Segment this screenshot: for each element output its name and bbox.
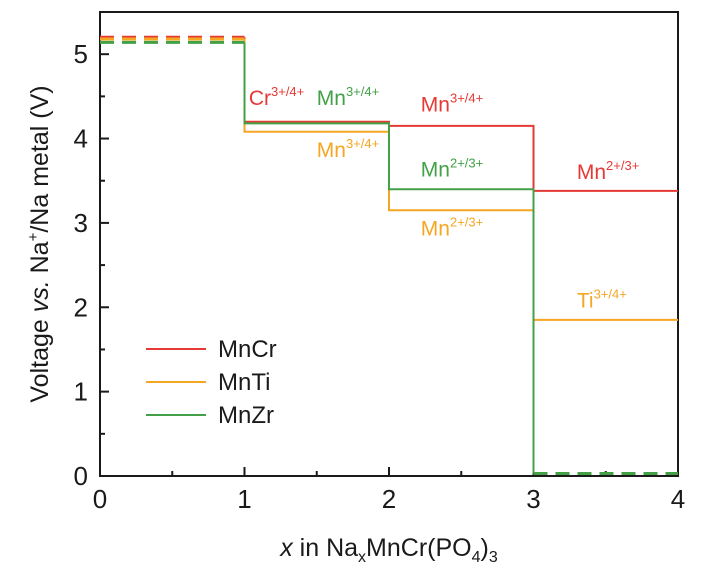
redox-annotation: Mn3+/4+ [317,84,379,110]
y-tick-label: 2 [74,292,88,322]
x-tick-label: 3 [526,484,540,514]
legend: MnCr MnTi MnZr [146,336,277,429]
x-axis-label: x in NaxMnCr(PO4)3 [279,534,498,566]
legend-label-mnzr: MnZr [218,402,274,429]
redox-annotation: Cr3+/4+ [249,84,304,110]
y-tick-label: 3 [74,208,88,238]
y-tick-label: 1 [74,377,88,407]
y-tick-label: 0 [74,461,88,491]
legend-label-mnti: MnTi [218,369,270,396]
y-tick-label: 4 [74,124,88,154]
redox-annotation: Mn2+/3+ [421,156,483,182]
series-line-mnzr [243,42,535,474]
redox-annotation: Mn2+/3+ [577,158,639,184]
redox-annotation: Mn2+/3+ [421,215,483,241]
legend-label-mncr: MnCr [218,336,277,363]
redox-annotation: Mn3+/4+ [421,91,483,117]
x-tick-label: 2 [382,484,396,514]
plot-frame [99,11,679,477]
redox-annotation: Ti3+/4+ [577,286,627,312]
y-axis-label: Voltage vs. Na+/Na metal (V) [25,85,54,402]
x-tick-label: 0 [93,484,107,514]
x-tick-label: 4 [671,484,685,514]
series-layer [100,35,678,475]
y-tick-label: 5 [74,39,88,69]
annotation-layer: Cr3+/4+ Mn3+/4+ Mn3+/4+ Mn3+/4+ Mn2+/3+ Mn2+/… [249,84,639,312]
series-line-mnti [243,39,678,321]
axis-ticks: 0 1 2 3 4 0 1 2 3 4 5 [74,39,686,514]
x-tick-label: 1 [237,484,251,514]
redox-annotation: Mn3+/4+ [317,136,379,162]
